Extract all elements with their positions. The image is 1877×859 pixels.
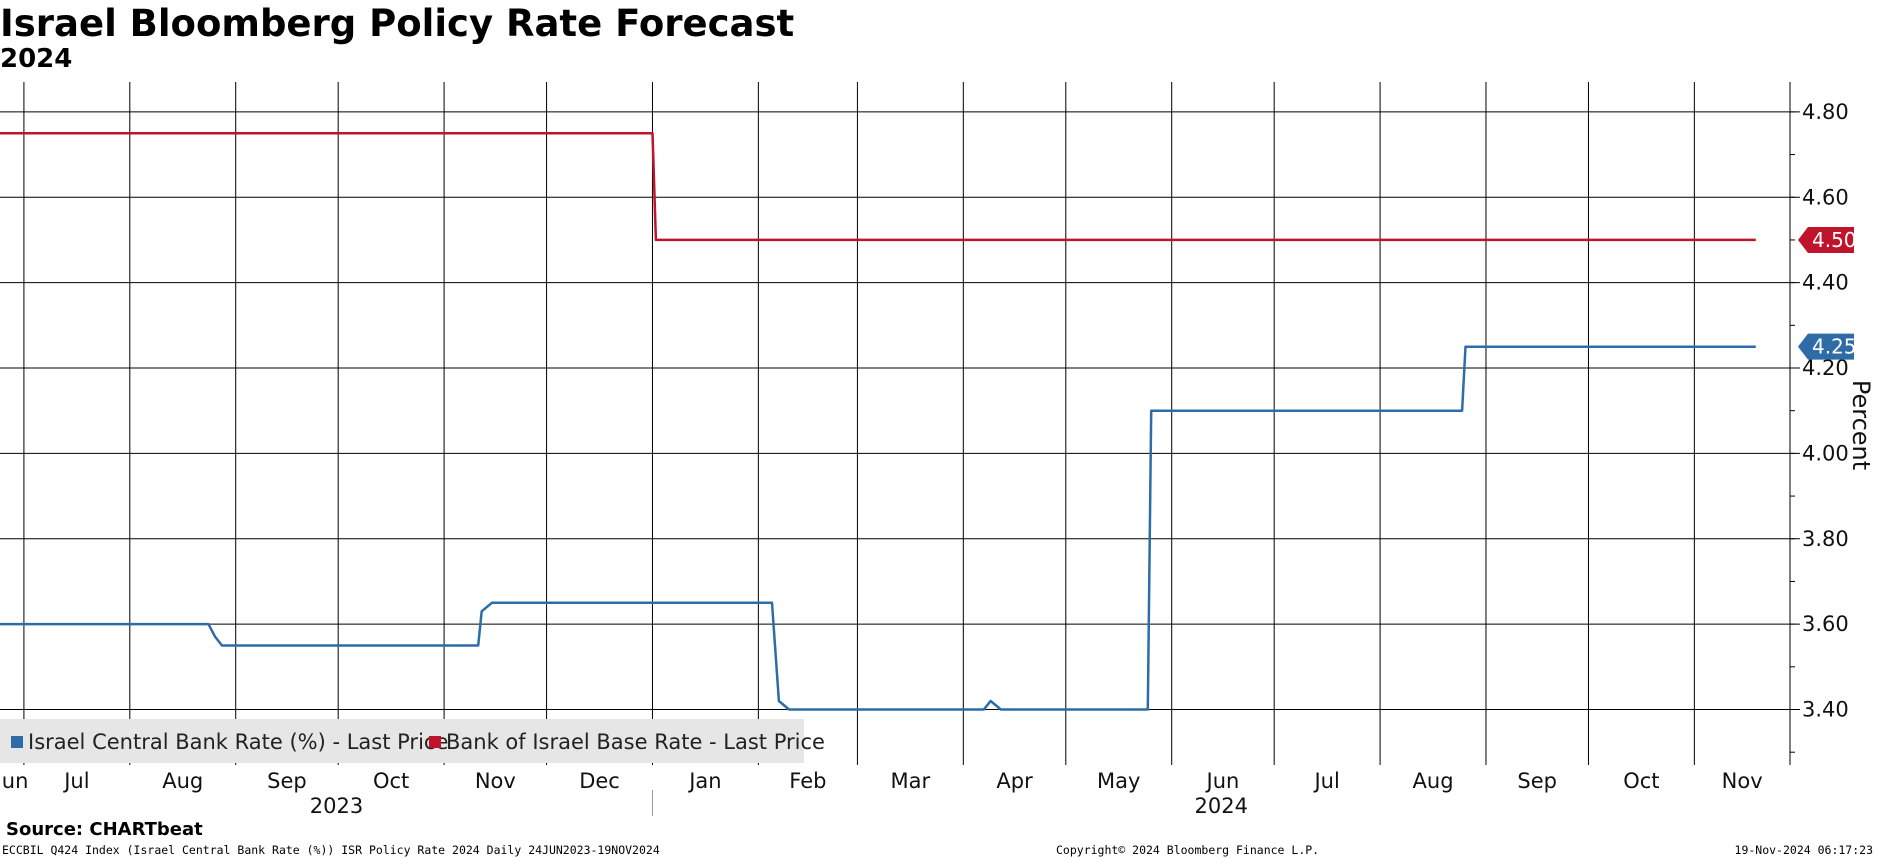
x-tick-label: May: [1097, 769, 1140, 793]
x-tick-label: Sep: [1517, 769, 1557, 793]
x-tick-label: Jul: [1312, 769, 1339, 793]
legend-label-central-bank: Israel Central Bank Rate (%) - Last Pric…: [28, 730, 448, 754]
line-chart: 3.40 3.60 3.80 4.00 4.20 4.40 4.60 4.80 4.25 4.50…: [0, 82, 1875, 818]
source-note: Source: CHARTbeat: [6, 819, 203, 840]
legend: Israel Central Bank Rate (%) - Last Pric…: [0, 719, 825, 763]
y-tick-label: 4.40: [1802, 271, 1849, 295]
y-tick-label: 3.40: [1802, 698, 1849, 722]
footer-ticker-info: ECCBIL Q424 Index (Israel Central Bank R…: [2, 843, 660, 857]
x-tick-label: Apr: [996, 769, 1033, 793]
x-tick-label: Jul: [62, 769, 89, 793]
y-tick-label: 4.00: [1802, 441, 1849, 465]
x-axis: Jun Jul Aug Sep Oct Nov Dec Jan Feb Mar Apr May Jun J…: [0, 769, 1763, 818]
x-tick-label: Oct: [373, 769, 409, 793]
x-tick-label: Dec: [579, 769, 620, 793]
legend-swatch-central-bank: [11, 736, 23, 748]
x-year-label: 2024: [1195, 794, 1248, 818]
legend-swatch-base-rate: [429, 736, 441, 748]
x-tick-label: Jun: [1205, 769, 1240, 793]
grid: [0, 82, 1790, 765]
y-axis-label: Percent: [1847, 380, 1875, 470]
last-value-tag-0: [1798, 333, 1854, 360]
x-tick-label: Jun: [0, 769, 28, 793]
last-value-label-1: 4.50: [1812, 228, 1857, 252]
x-tick-label: Feb: [789, 769, 826, 793]
x-tick-label: Oct: [1623, 769, 1659, 793]
x-tick-label: Aug: [1413, 769, 1454, 793]
y-tick-label: 4.20: [1802, 356, 1849, 380]
x-tick-label: Nov: [1722, 769, 1763, 793]
chart-title: Israel Bloomberg Policy Rate Forecast: [0, 2, 795, 45]
legend-label-base-rate: Bank of Israel Base Rate - Last Price: [446, 730, 825, 754]
y-tick-label: 4.80: [1802, 100, 1849, 124]
y-tick-label: 3.80: [1802, 527, 1849, 551]
x-tick-label: Jan: [687, 769, 721, 793]
footer-timestamp: 19-Nov-2024 06:17:23: [1734, 843, 1873, 857]
x-tick-label: Nov: [475, 769, 516, 793]
x-year-label: 2023: [310, 794, 363, 818]
last-value-tag-1: [1798, 226, 1854, 253]
chart-subtitle: 2024: [0, 44, 73, 74]
series-layer: [0, 131, 1756, 711]
y-axis: 3.40 3.60 3.80 4.00 4.20 4.40 4.60 4.80 4.25 4.50: [1789, 82, 1857, 765]
x-tick-label: Mar: [891, 769, 931, 793]
series-line-0: [0, 345, 1756, 711]
x-tick-label: Aug: [162, 769, 203, 793]
legend-background: [0, 719, 804, 763]
footer-copyright: Copyright© 2024 Bloomberg Finance L.P.: [1056, 843, 1320, 857]
y-tick-label: 3.60: [1802, 612, 1849, 636]
last-value-label-0: 4.25: [1812, 335, 1857, 359]
x-tick-label: Sep: [267, 769, 307, 793]
y-tick-label: 4.60: [1802, 185, 1849, 209]
series-line-1: [0, 131, 1756, 242]
